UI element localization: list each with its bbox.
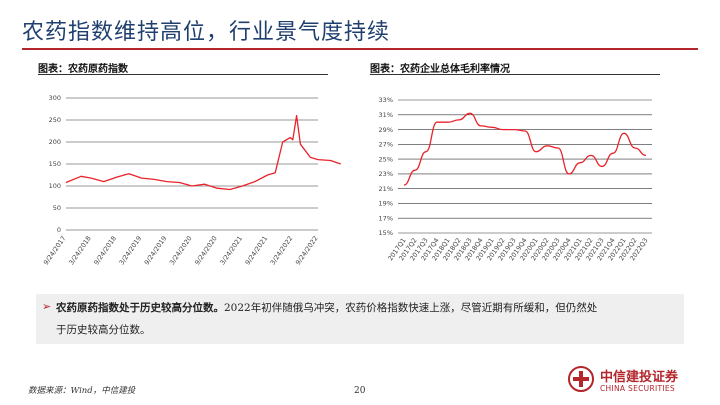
right-caption-divider (370, 74, 660, 75)
company-logo: 中信建投证券 CHINA SECURITIES (568, 364, 698, 398)
y-tick-label: 50 (53, 204, 61, 212)
page-number: 20 (354, 386, 366, 396)
title-divider (22, 48, 698, 50)
y-tick-label: 15% (379, 229, 393, 237)
data-source: 数据来源：Wind，中信建投 (28, 386, 136, 396)
y-tick-label: 23% (379, 170, 393, 178)
y-tick-label: 19% (379, 200, 393, 208)
series-line (403, 112, 647, 186)
x-tick-label: 3/24/2022 (269, 235, 295, 267)
y-tick-label: 25% (379, 155, 393, 163)
summary-line-2: 于历史较高分位数。 (56, 324, 151, 336)
left-caption-divider (38, 74, 328, 75)
y-tick-label: 0 (57, 226, 61, 234)
y-tick-label: 21% (379, 185, 393, 193)
page-title: 农药指数维持高位，行业景气度持续 (22, 20, 391, 45)
x-tick-label: 9/24/2018 (92, 235, 118, 267)
x-tick-label: 9/24/2019 (143, 235, 169, 267)
arrow-bullet-icon: ➢ (42, 300, 52, 313)
y-tick-label: 150 (49, 160, 61, 168)
x-tick-label: 9/24/2021 (244, 235, 270, 267)
left-chart-caption: 图表：农药原药指数 (38, 64, 128, 75)
x-tick-label: 3/24/2018 (67, 235, 93, 267)
y-tick-label: 200 (49, 138, 61, 146)
right-chart-caption: 图表：农药企业总体毛利率情况 (370, 64, 510, 75)
y-tick-label: 300 (49, 94, 61, 102)
summary-line-1: 农药原药指数处于历史较高分位数。2022年初伴随俄乌冲突，农药价格指数快速上涨，… (56, 300, 597, 315)
summary-text-1: 2022年初伴随俄乌冲突，农药价格指数快速上涨，尽管近期有所缓和，但仍然处 (224, 302, 598, 314)
x-tick-label: 3/24/2021 (218, 235, 244, 267)
summary-highlight: 农药原药指数处于历史较高分位数。 (56, 302, 224, 314)
y-tick-label: 27% (379, 141, 393, 149)
y-tick-label: 100 (49, 182, 61, 190)
logo-cn-text: 中信建投证券 (600, 370, 679, 385)
series-line (65, 114, 341, 191)
x-tick-label: 9/24/2017 (42, 235, 68, 267)
logo-en-text: CHINA SECURITIES (600, 384, 675, 393)
x-tick-label: 3/24/2019 (118, 235, 144, 267)
y-tick-label: 250 (49, 116, 61, 124)
x-tick-label: 3/24/2020 (168, 235, 194, 267)
y-tick-label: 33% (379, 96, 393, 104)
y-tick-label: 29% (379, 126, 393, 134)
y-tick-label: 31% (379, 111, 393, 119)
summary-box: ➢ 农药原药指数处于历史较高分位数。2022年初伴随俄乌冲突，农药价格指数快速上… (36, 294, 684, 344)
logo-emblem-icon (568, 366, 594, 392)
x-tick-label: 9/24/2020 (193, 235, 219, 267)
gross-margin-chart: 15%17%19%21%23%25%27%29%31%33%2017Q12017… (379, 96, 652, 262)
y-tick-label: 17% (379, 214, 393, 222)
x-tick-label: 9/24/2022 (294, 235, 320, 267)
